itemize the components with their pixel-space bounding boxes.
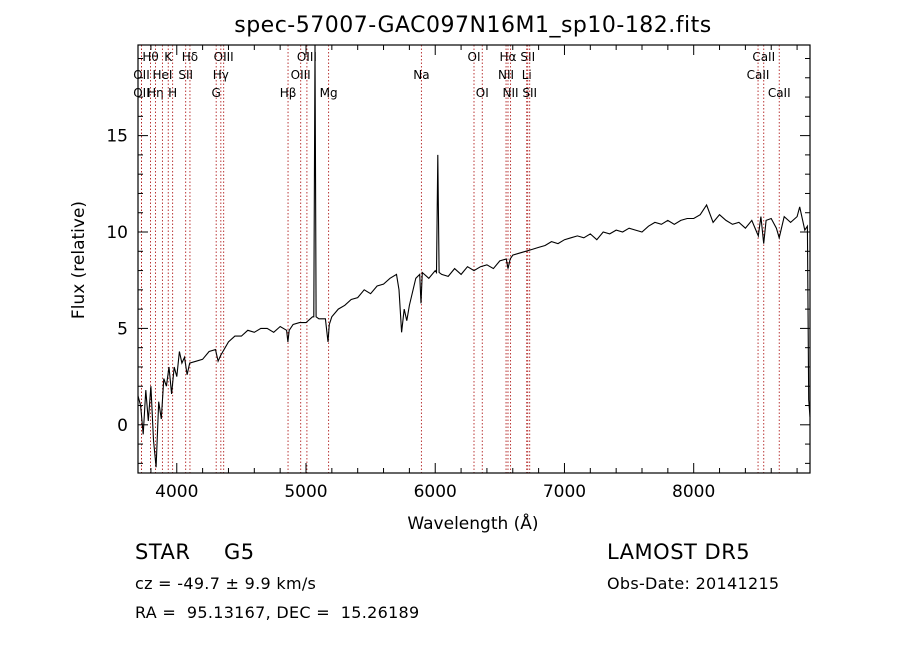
feature-line-label: G bbox=[212, 86, 221, 100]
feature-line-label: SII bbox=[520, 50, 535, 64]
feature-line-label: Hδ bbox=[182, 50, 198, 64]
plot-frame bbox=[137, 44, 811, 474]
feature-line-label: OIII bbox=[214, 50, 234, 64]
feature-line-label: CaII bbox=[768, 86, 791, 100]
feature-line-label: NII bbox=[503, 86, 519, 100]
feature-line-label: OII bbox=[133, 86, 150, 100]
x-tick-label: 4000 bbox=[155, 482, 198, 502]
feature-line-label: OI bbox=[468, 50, 481, 64]
x-tick-label: 7000 bbox=[543, 482, 586, 502]
feature-line-label: K bbox=[164, 50, 173, 64]
survey-label: LAMOST DR5 bbox=[607, 540, 751, 564]
feature-line-label: Mg bbox=[320, 86, 338, 100]
feature-line-label: OII bbox=[133, 68, 150, 82]
feature-line-label: Hθ bbox=[142, 50, 158, 64]
x-tick-label: 6000 bbox=[414, 482, 457, 502]
feature-line-label: NII bbox=[498, 68, 514, 82]
spectrum-series-line bbox=[137, 44, 811, 468]
object-class-label: STAR bbox=[135, 540, 191, 564]
feature-line-label: SII bbox=[178, 68, 193, 82]
feature-line-label: Hγ bbox=[213, 68, 229, 82]
y-tick-label: 10 bbox=[106, 223, 128, 243]
feature-line-label: Hη bbox=[147, 86, 164, 100]
x-axis-label: Wavelength (Å) bbox=[407, 512, 538, 534]
coordinates-text: RA = 95.13167, DEC = 15.26189 bbox=[135, 603, 420, 622]
feature-line-label: OIII bbox=[297, 50, 317, 64]
feature-line-label: H bbox=[168, 86, 177, 100]
feature-line-label: SII bbox=[522, 86, 537, 100]
x-tick-label: 8000 bbox=[672, 482, 715, 502]
y-axis-label: Flux (relative) bbox=[69, 201, 89, 319]
feature-line-label: CaII bbox=[747, 68, 770, 82]
y-tick-label: 0 bbox=[117, 416, 128, 436]
y-tick-label: 15 bbox=[106, 127, 128, 147]
feature-line-label: OI bbox=[476, 86, 489, 100]
redshift-text: cz = -49.7 ± 9.9 km/s bbox=[135, 574, 317, 593]
subclass-label: G5 bbox=[224, 540, 255, 564]
feature-line-label: CaII bbox=[752, 50, 775, 64]
feature-line-label: Na bbox=[413, 68, 429, 82]
feature-line-label: HeI bbox=[152, 68, 172, 82]
y-tick-label: 5 bbox=[117, 319, 128, 339]
feature-line-label: Li bbox=[522, 68, 532, 82]
feature-line-label: OIII bbox=[291, 68, 311, 82]
x-tick-label: 5000 bbox=[284, 482, 327, 502]
feature-line-label: Hα bbox=[500, 50, 517, 64]
obs-date-text: Obs-Date: 20141215 bbox=[607, 574, 780, 593]
feature-line-label: Hβ bbox=[280, 86, 297, 100]
chart-title: spec-57007-GAC097N16M1_sp10-182.fits bbox=[234, 13, 712, 38]
